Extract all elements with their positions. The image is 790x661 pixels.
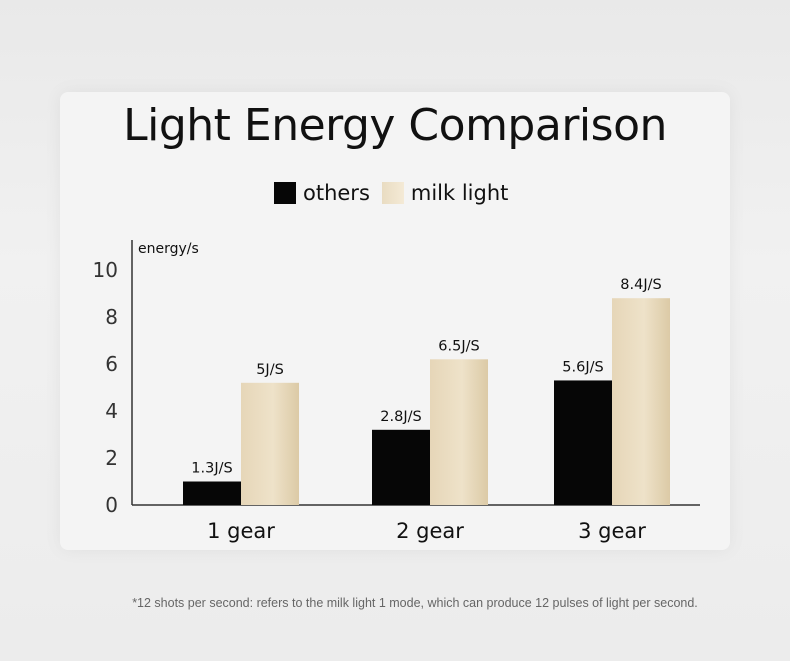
y-tick-label: 6 [105,352,118,376]
legend-swatch-others [274,182,296,204]
y-tick-label: 2 [105,446,118,470]
bar-milk-light [430,359,488,505]
data-label: 6.5J/S [438,338,479,354]
bar-milk-light [241,382,299,505]
y-tick-label: 10 [93,258,118,282]
chart-title: Light Energy Comparison [123,100,667,151]
x-tick-label: 1 gear [207,519,275,543]
legend-label-others: others [303,181,370,205]
x-tick-label: 2 gear [396,519,464,543]
data-label: 2.8J/S [380,409,421,425]
legend-label-milk-light: milk light [410,181,509,205]
bar-others [183,481,241,505]
bar-others [372,429,430,505]
y-tick-label: 0 [105,493,118,517]
bar-milk-light [612,298,670,505]
data-label: 8.4J/S [620,277,661,293]
chart-legend: others milk light [274,178,520,208]
y-axis-label: energy/s [138,241,199,257]
data-label: 1.3J/S [191,461,232,477]
data-label: 5J/S [256,362,284,378]
legend-item-milk-light: milk light [381,181,509,205]
data-label: 5.6J/S [562,359,603,375]
x-tick-label: 3 gear [578,519,646,543]
bar-others [554,380,612,505]
y-tick-label: 4 [105,399,118,423]
legend-swatch-milk-light [381,182,404,204]
y-tick-label: 8 [105,305,118,329]
legend-item-others: others [274,181,370,205]
footnote: *12 shots per second: refers to the milk… [132,596,698,610]
